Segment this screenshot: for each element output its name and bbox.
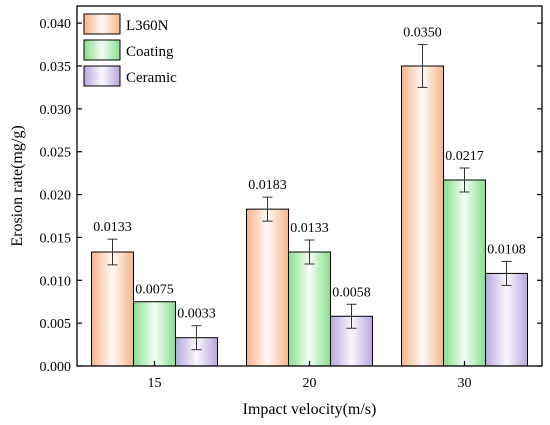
data-label: 0.0058 bbox=[332, 285, 371, 300]
bars-layer bbox=[91, 65, 528, 367]
y-tick-label: 0.005 bbox=[40, 317, 72, 332]
y-tick-label: 0.030 bbox=[40, 103, 72, 118]
x-tick-label: 15 bbox=[148, 376, 162, 391]
x-axis-title: Impact velocity(m/s) bbox=[243, 401, 377, 418]
y-tick-label: 0.025 bbox=[40, 146, 72, 161]
x-tick-label: 30 bbox=[458, 376, 472, 391]
legend-swatch-coating bbox=[83, 39, 121, 61]
y-tick-label: 0.000 bbox=[40, 360, 72, 375]
y-tick-label: 0.010 bbox=[40, 274, 72, 289]
y-axis-title: Erosion rate(mg/g) bbox=[9, 125, 26, 246]
data-label: 0.0133 bbox=[93, 220, 132, 235]
legend-label: Ceramic bbox=[126, 70, 177, 86]
data-label: 0.0108 bbox=[487, 242, 526, 257]
data-label: 0.0133 bbox=[290, 221, 329, 236]
legend-label: Coating bbox=[126, 44, 174, 60]
legend-swatch-ceramic bbox=[83, 65, 121, 87]
legend: L360N Coating Ceramic bbox=[83, 13, 177, 87]
bar-ceramic-30 bbox=[485, 272, 528, 367]
data-label: 0.0075 bbox=[135, 283, 174, 298]
bar-coating-20 bbox=[288, 251, 331, 367]
x-tick-label: 20 bbox=[303, 376, 317, 391]
y-tick-label: 0.020 bbox=[40, 189, 72, 204]
bar-l360n-15 bbox=[91, 251, 134, 367]
y-axis: 0.000 0.005 0.010 0.015 0.020 0.025 0.030 0.035… bbox=[40, 17, 542, 375]
x-axis: 15 20 30 bbox=[148, 361, 472, 391]
error-bars-layer bbox=[107, 44, 512, 351]
bar-l360n-30 bbox=[401, 65, 444, 367]
data-label: 0.0350 bbox=[403, 26, 442, 41]
data-label: 0.0183 bbox=[248, 178, 287, 193]
y-tick-label: 0.040 bbox=[40, 17, 72, 32]
bar-l360n-20 bbox=[246, 208, 289, 367]
y-tick-label: 0.015 bbox=[40, 231, 72, 246]
data-label: 0.0217 bbox=[445, 149, 484, 164]
legend-swatch-l360n bbox=[83, 13, 121, 35]
y-tick-label: 0.035 bbox=[40, 60, 72, 75]
data-label: 0.0033 bbox=[177, 307, 216, 322]
bar-coating-30 bbox=[443, 179, 486, 367]
bar-coating-15 bbox=[133, 301, 176, 367]
legend-label: L360N bbox=[126, 18, 169, 34]
